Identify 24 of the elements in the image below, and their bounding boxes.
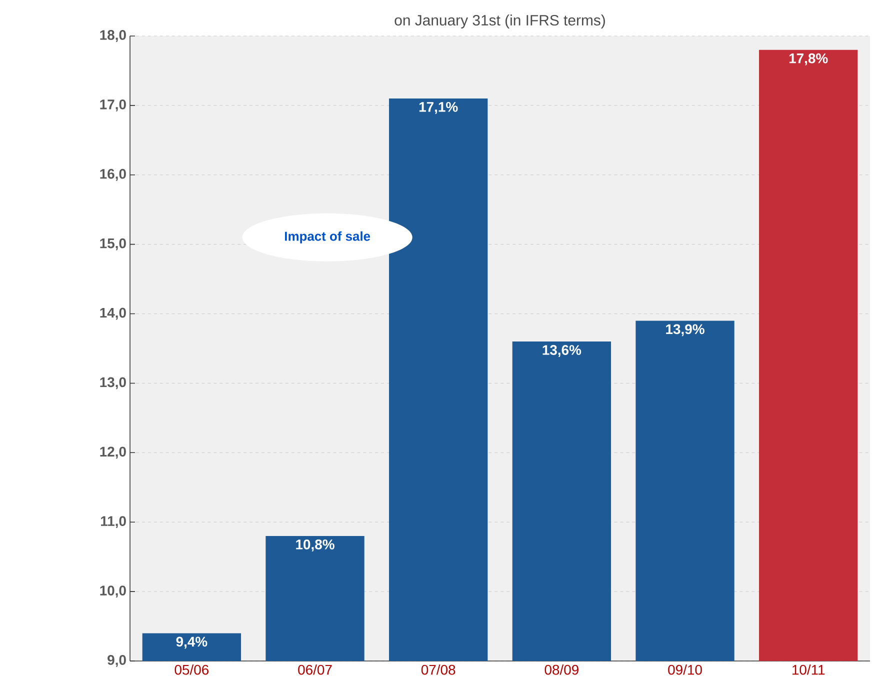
x-tick-label: 06/07 (298, 664, 332, 675)
chart-title: on January 31st (in IFRS terms) (394, 14, 605, 28)
x-tick-label: 10/11 (792, 664, 825, 675)
data-label: 13,9% (666, 324, 704, 336)
y-tick-label: 10,0 (100, 586, 126, 598)
x-tick-label: 08/09 (544, 664, 578, 675)
y-tick-label: 12,0 (100, 446, 126, 459)
x-tick-label: 05/06 (174, 664, 209, 675)
x-tick-label: 09/10 (668, 664, 702, 675)
x-tick-label: 07/08 (421, 664, 456, 675)
data-label: 17,1% (419, 102, 458, 114)
y-tick-label: 13,0 (100, 377, 126, 390)
data-label: 10,8% (296, 539, 334, 552)
data-label: 13,6% (542, 345, 582, 357)
y-tick-label: 18,0 (100, 30, 126, 42)
annotation: Impact of sale (285, 231, 370, 244)
y-tick-label: 14,0 (100, 308, 126, 320)
y-tick-label: 15,0 (100, 238, 126, 250)
data-label: 17,8% (789, 53, 828, 66)
y-tick-label: 11,0 (100, 516, 126, 528)
y-tick-label: 9,0 (108, 655, 126, 667)
data-label: 9,4% (176, 636, 208, 649)
y-tick-label: 16,0 (100, 168, 126, 181)
y-tick-label: 17,0 (100, 99, 126, 112)
